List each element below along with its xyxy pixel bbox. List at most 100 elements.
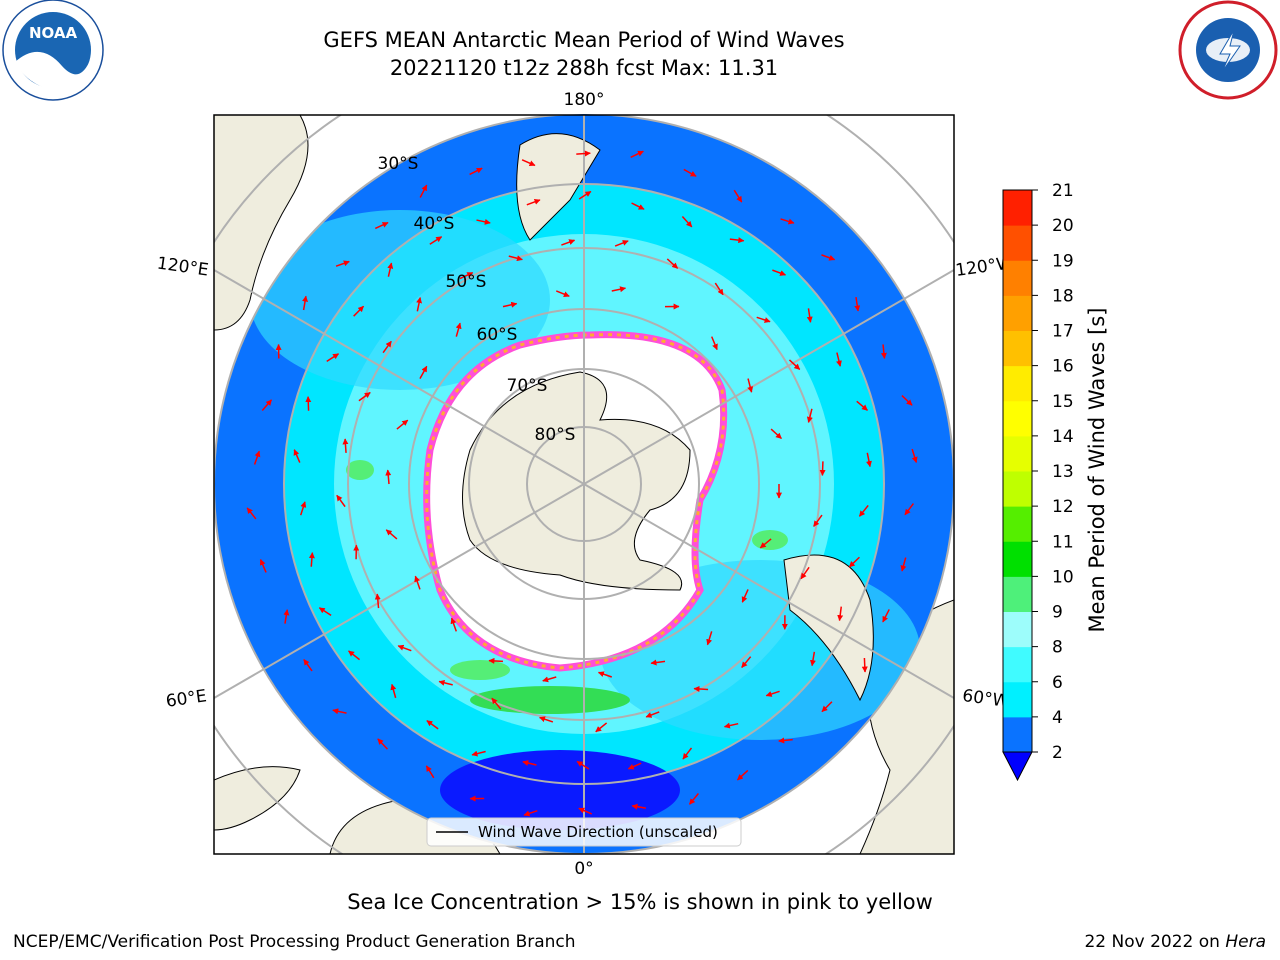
wind-wave-arrow (419, 184, 428, 198)
wind-wave-arrow (414, 575, 421, 590)
wind-wave-arrow (502, 301, 518, 308)
wind-wave-arrow (819, 461, 826, 476)
wind-wave-arrow (521, 159, 536, 167)
wind-wave-arrow (397, 644, 412, 652)
colorbar-tick-label: 12 (1052, 497, 1074, 517)
colorbar-bin (1003, 260, 1032, 296)
colorbar: 2 4 6 8 9 10 11 12 13 14 15 16 17 18 19 20 21 (1002, 181, 1074, 782)
chart-title: GEFS MEAN Antarctic Mean Period of Wind … (323, 28, 845, 52)
wind-wave-arrow (747, 378, 754, 393)
wind-wave-arrow (429, 236, 443, 245)
sea-ice-and-antarctica (423, 331, 728, 672)
wind-wave-arrow (561, 239, 576, 246)
lat-label-80s: 80°S (535, 425, 576, 445)
wind-wave-arrow (303, 659, 313, 672)
colorbar-bin (1003, 681, 1032, 718)
wind-wave-arrow (788, 359, 801, 371)
wind-wave-arrow (523, 809, 538, 817)
wind-wave-arrow (358, 391, 371, 402)
wind-wave-arrow (778, 737, 793, 744)
wind-wave-arrow (471, 750, 486, 757)
colorbar-bin (1003, 225, 1032, 261)
wind-wave-arrow (837, 606, 844, 622)
lat-label-40s: 40°S (414, 214, 455, 234)
wind-wave-arrow (416, 297, 423, 312)
wind-wave-arrow (733, 189, 743, 203)
wind-wave-arrow (450, 617, 458, 632)
colorbar-tick-label: 6 (1052, 673, 1063, 693)
wind-wave-arrow (683, 168, 697, 177)
colorbar-bin (1003, 471, 1032, 507)
wind-wave-arrow (630, 150, 644, 158)
wind-wave-arrow (555, 290, 570, 297)
colorbar-tick-label: 19 (1052, 251, 1074, 271)
lon-label-180: 180° (564, 90, 605, 110)
wind-wave-arrow (426, 720, 439, 730)
wind-wave-arrows (246, 150, 918, 817)
wind-wave-arrow (772, 269, 787, 276)
lon-label-120e: 120°E (156, 254, 210, 281)
wind-wave-arrow (459, 271, 474, 280)
colorbar-tick-label: 10 (1052, 567, 1074, 587)
wind-wave-arrow (904, 503, 915, 516)
colorbar-tick-label: 17 (1052, 322, 1074, 342)
wind-wave-arrow (711, 336, 718, 351)
wind-wave-arrow (253, 450, 261, 465)
wind-wave-arrow (645, 711, 660, 718)
wind-wave-arrow (765, 690, 780, 697)
colorbar-bin (1003, 716, 1032, 753)
wind-wave-arrow (326, 353, 340, 363)
noaa-logo: NOAA (2, 0, 104, 101)
lat-label-60s: 60°S (477, 325, 518, 345)
colorbar-tick-label: 16 (1052, 357, 1074, 377)
wind-wave-arrow (576, 760, 590, 770)
wind-wave-arrow (425, 765, 435, 779)
wind-wave-arrow (806, 408, 813, 423)
wind-wave-arrow (882, 609, 890, 623)
wind-wave-arrow (866, 452, 872, 468)
wind-wave-arrow (353, 305, 365, 317)
wind-wave-arrow (780, 218, 795, 225)
colorbar-tick-label: 11 (1052, 532, 1074, 552)
colorbar-tick-label: 14 (1052, 427, 1074, 447)
colorbar-bin (1003, 646, 1032, 683)
wind-wave-arrow (374, 221, 389, 230)
legend-label: Wind Wave Direction (unscaled) (478, 823, 718, 841)
wind-wave-arrow (631, 202, 645, 210)
wind-wave-arrow (305, 396, 312, 411)
wind-wave-arrow (756, 316, 771, 323)
colorbar-tick-label: 15 (1052, 392, 1074, 412)
colorbar-bin (1003, 611, 1032, 648)
wind-wave-arrow (706, 631, 713, 646)
wind-wave-arrow (650, 659, 666, 666)
wind-wave-arrow (299, 501, 307, 516)
colorbar-bin (1003, 506, 1032, 542)
map-frame (213, 114, 955, 855)
noaa-logo-text: NOAA (29, 24, 78, 42)
wind-wave-arrow (419, 365, 428, 379)
wind-wave-arrow (729, 237, 745, 244)
colorbar-label: Mean Period of Wind Waves [s] (1085, 308, 1109, 633)
chart-subtitle: 20221120 t12z 288h fcst Max: 11.31 (389, 56, 779, 80)
wind-wave-arrow (385, 469, 392, 485)
wind-wave-arrow (806, 308, 813, 323)
lon-label-60e: 60°E (165, 686, 208, 711)
colorbar-tick-label: 20 (1052, 216, 1074, 236)
wind-wave-arrow (522, 760, 537, 766)
wind-wave-arrow (318, 607, 332, 617)
colorbar-tick-label: 13 (1052, 462, 1074, 482)
wind-wave-arrow (856, 400, 868, 411)
wind-wave-arrow (741, 656, 752, 668)
wind-wave-arrow (438, 679, 453, 686)
colorbar-tick-label: 4 (1052, 708, 1063, 728)
wind-wave-arrow (714, 282, 724, 296)
wind-wave-arrow (821, 254, 836, 261)
wind-wave-arrow (736, 769, 749, 781)
lat-label-30s: 30°S (378, 154, 419, 174)
lat-label-50s: 50°S (446, 272, 487, 292)
wind-wave-arrow (693, 685, 709, 692)
footer-date-text: 22 Nov 2022 on (1084, 932, 1220, 952)
wind-wave-arrow (377, 738, 388, 750)
colorbar-tick-label: 8 (1052, 638, 1063, 658)
